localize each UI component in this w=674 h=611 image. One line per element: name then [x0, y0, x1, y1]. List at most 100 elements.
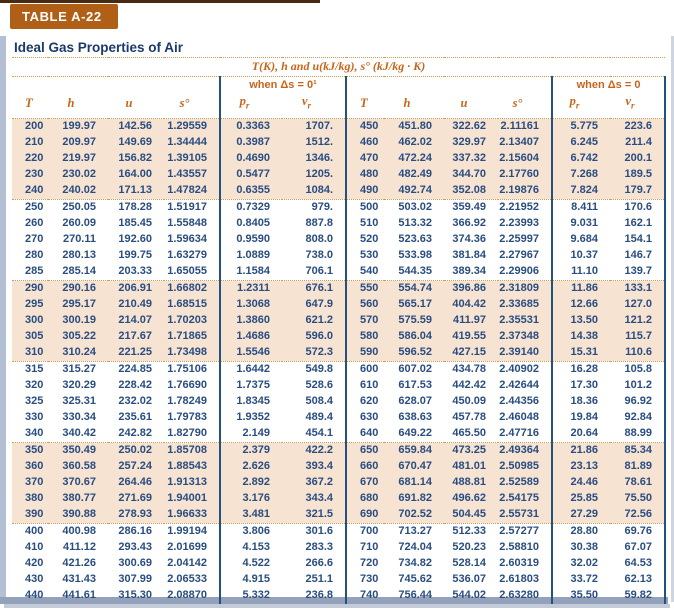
table-cell: 523.63 — [398, 232, 432, 245]
table-cell: 242.82 — [118, 426, 152, 439]
table-cell: 670.47 — [398, 459, 432, 472]
table-cell: 4.522 — [219, 555, 282, 572]
properties-table-wrap: T(K), h and u(kJ/kg), s° (kJ/kg · K) whe… — [12, 57, 667, 604]
table-cell: 570 — [345, 312, 384, 329]
table-cell: 285 — [25, 264, 44, 277]
table-cell: 649.22 — [398, 426, 432, 439]
table-cell: 2.19876 — [499, 183, 539, 196]
right-isentropic-header: when Δs = 0 — [550, 76, 667, 93]
table-cell: 278.93 — [118, 507, 152, 520]
table-cell: 295 — [25, 297, 44, 310]
column-header-u: u — [444, 93, 498, 119]
table-cell: 127.0 — [610, 296, 667, 313]
table-cell: 320.29 — [62, 378, 96, 391]
table-cell: 0.5477 — [219, 166, 282, 183]
table-cell: 59.82 — [610, 587, 667, 604]
table-cell: 350 — [12, 441, 48, 459]
table-cell: 211.4 — [610, 134, 667, 151]
table-cell: 2.27967 — [499, 248, 539, 261]
table-cell: 2.892 — [219, 474, 282, 491]
table-cell: 257.24 — [118, 459, 152, 472]
table-cell: 393.4 — [305, 459, 333, 472]
table-cell: 105.8 — [610, 360, 667, 378]
air-properties-table: T(K), h and u(kJ/kg), s° (kJ/kg · K) whe… — [12, 57, 667, 604]
table-cell: 115.7 — [610, 328, 667, 345]
table-cell: 496.62 — [452, 491, 486, 504]
table-cell: 15.31 — [551, 344, 610, 361]
table-cell: 321.5 — [305, 507, 333, 520]
table-cell: 271.69 — [118, 491, 152, 504]
table-row: 400 400.98 286.16 1.99194 3.806 301.6 700 713.2… — [12, 522, 667, 540]
table-cell: 2.08870 — [167, 588, 207, 601]
table-cell: 1.99194 — [164, 522, 220, 540]
table-cell: 320 — [25, 378, 44, 391]
table-cell: 340.42 — [62, 426, 96, 439]
column-header-vr: vr — [610, 93, 667, 119]
table-cell: 440 — [25, 588, 44, 601]
table-cell: 270 — [25, 232, 44, 245]
table-cell: 724.04 — [398, 540, 432, 553]
table-cell: 2.35531 — [499, 313, 539, 326]
table-cell: 544.02 — [452, 588, 486, 601]
table-cell: 422.2 — [282, 441, 346, 459]
table-cell: 18.36 — [551, 393, 610, 410]
table-cell: 2.626 — [219, 458, 282, 475]
table-cell: 396.86 — [444, 279, 498, 297]
table-cell: 203.33 — [118, 264, 152, 277]
table-cell: 72.56 — [610, 506, 667, 523]
table-row: 350 350.49 250.02 1.85708 2.379 422.2 650 659.8… — [12, 441, 667, 459]
table-cell: 647.9 — [305, 297, 333, 310]
table-cell: 185.45 — [118, 216, 152, 229]
table-cell: 430 — [25, 572, 44, 585]
table-cell: 540 — [345, 263, 384, 280]
table-cell: 315.30 — [118, 588, 152, 601]
table-cell: 13.50 — [551, 312, 610, 329]
table-cell: 680 — [345, 490, 384, 507]
table-row: 240 240.02 171.13 1.47824 0.6355 1084. 490 492.… — [12, 182, 667, 199]
table-cell: 389.34 — [452, 264, 486, 277]
table-row: 370 370.67 264.46 1.91313 2.892 367.2 670 681.1… — [12, 474, 667, 491]
table-cell: 676.1 — [282, 279, 346, 297]
table-row: 440 441.61 315.30 2.08870 5.332 236.8 740 756.4… — [12, 587, 667, 604]
table-cell: 179.7 — [610, 182, 667, 199]
table-cell: 400 — [12, 522, 48, 540]
table-cell: 691.82 — [398, 491, 432, 504]
table-cell: 1512. — [305, 135, 333, 148]
table-cell: 81.89 — [610, 458, 667, 475]
top-edge-rule — [0, 0, 320, 3]
table-cell: 171.13 — [118, 183, 152, 196]
table-cell: 617.53 — [398, 378, 432, 391]
table-cell: 2.55731 — [499, 507, 539, 520]
table-cell: 4.153 — [219, 539, 282, 556]
table-cell: 250.02 — [108, 441, 164, 459]
table-cell: 337.32 — [452, 151, 486, 164]
left-isentropic-header: when Δs = 0¹ — [219, 76, 346, 93]
table-cell: 1.66802 — [164, 279, 220, 297]
table-cell: 139.7 — [610, 263, 667, 280]
table-cell: 454.1 — [305, 426, 333, 439]
column-header-pr: pr — [219, 93, 282, 119]
table-cell: 210.49 — [118, 297, 152, 310]
table-cell: 0.9590 — [219, 231, 282, 248]
table-cell: 30.38 — [551, 539, 610, 556]
table-cell: 325 — [25, 394, 44, 407]
table-cell: 1.65055 — [167, 264, 207, 277]
table-cell: 472.24 — [398, 151, 432, 164]
table-cell: 421.26 — [62, 556, 96, 569]
table-cell: 2.21952 — [498, 198, 552, 216]
table-cell: 260.09 — [62, 216, 96, 229]
table-cell: 2.17760 — [499, 167, 539, 180]
table-cell: 756.44 — [398, 588, 432, 601]
table-cell: 6.245 — [551, 134, 610, 151]
table-cell: 887.8 — [305, 216, 333, 229]
table-cell: 64.53 — [610, 555, 667, 572]
table-cell: 240.02 — [62, 183, 96, 196]
table-cell: 2.11161 — [500, 119, 539, 132]
table-cell: 10.37 — [551, 247, 610, 264]
table-cell: 734.82 — [398, 556, 432, 569]
table-cell: 1.3860 — [219, 312, 282, 329]
table-cell: 700 — [345, 522, 384, 540]
table-cell: 301.6 — [282, 522, 346, 540]
table-cell: 1.2311 — [219, 279, 282, 297]
